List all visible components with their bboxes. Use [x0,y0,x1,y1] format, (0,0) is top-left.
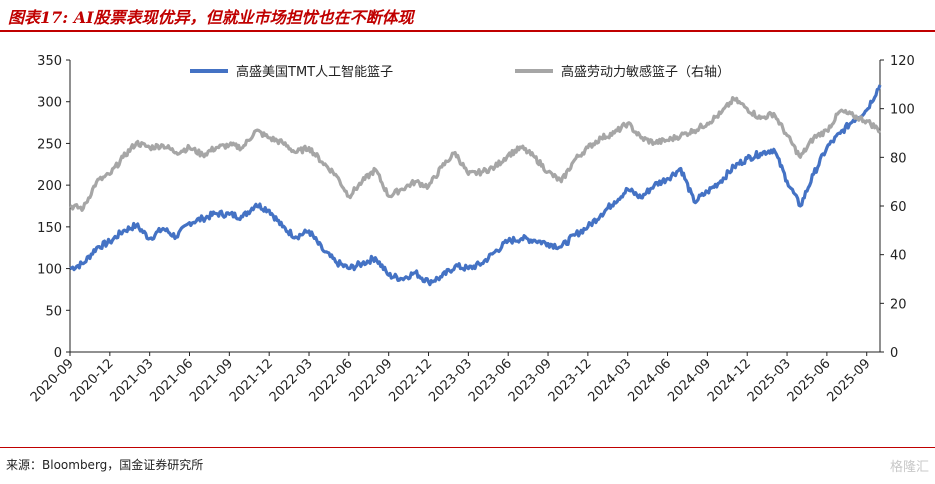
y-right-tick-label: 100 [890,103,915,118]
x-tick-label: 2025-03 [745,356,794,405]
y-left-tick-label: 50 [45,304,62,319]
y-left-tick-label: 200 [37,179,62,194]
series-line-ai-basket [69,84,882,287]
x-tick-label: 2023-09 [506,356,555,405]
legend-label: 高盛美国TMT人工智能篮子 [236,64,393,80]
y-left-tick-label: 100 [37,263,62,278]
x-tick-label: 2023-12 [546,356,595,405]
y-left-tick-label: 350 [37,54,62,69]
x-tick-label: 2025-09 [825,356,874,405]
x-tick-label: 2022-03 [267,356,316,405]
y-left-tick-label: 150 [37,221,62,236]
x-tick-label: 2021-03 [107,356,156,405]
y-right-tick-label: 0 [890,346,898,361]
line-chart: 0 50 100 150 200 250 300 350 0 20 40 60 80 100 120 2020… [28,54,915,405]
x-tick-label: 2020-12 [68,356,117,405]
x-tick-label: 2021-09 [187,356,236,405]
series-lines [69,84,882,287]
x-tick-label: 2020-09 [28,356,77,405]
x-tick-label: 2024-12 [705,356,754,405]
x-tick-label: 2024-03 [586,356,635,405]
chart-title: 图表17: AI股票表现优异，但就业市场担忧也在不断体现 [8,8,414,27]
source-note: 来源：Bloomberg，国金证券研究所 [6,458,204,472]
x-tick-label: 2024-09 [665,356,714,405]
x-tick-label: 2021-12 [227,356,276,405]
x-tick-label: 2021-06 [147,356,196,405]
x-tick-label: 2023-03 [426,356,475,405]
x-tick-label: 2025-06 [785,356,834,405]
y-right-tick-label: 80 [890,151,907,166]
x-tick-label: 2024-06 [625,356,674,405]
legend-label: 高盛劳动力敏感篮子（右轴） [561,64,730,80]
x-tick-label: 2023-06 [466,356,515,405]
legend: 高盛美国TMT人工智能篮子 高盛劳动力敏感篮子（右轴） [190,64,730,80]
y-right-tick-label: 40 [890,249,907,264]
bottom-rule [0,447,935,448]
x-tick-label: 2022-12 [386,356,435,405]
y-left-tick-label: 300 [37,96,62,111]
x-tick-label: 2022-06 [307,356,356,405]
y-left-tick-label: 250 [37,137,62,152]
y-right-tick-label: 60 [890,200,907,215]
series-line-labor-basket [69,96,882,212]
y-right-tick-label: 120 [890,54,915,69]
y-left-tick-label: 0 [54,346,62,361]
watermark-logo: 格隆汇 [889,460,929,475]
x-tick-label: 2022-09 [346,356,395,405]
top-rule [0,30,935,32]
y-right-tick-label: 20 [890,297,907,312]
